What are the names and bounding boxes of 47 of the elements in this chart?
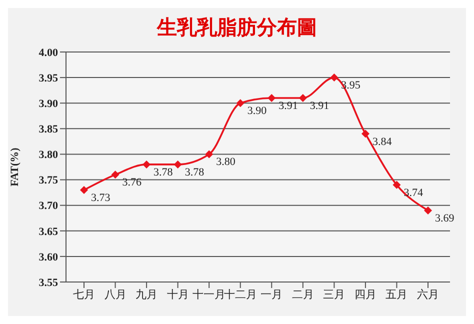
point [205, 150, 214, 158]
point [361, 130, 370, 138]
chart-title: 生乳乳脂肪分布圖 [156, 14, 318, 41]
y-tick-label: 3.95 [38, 72, 58, 84]
x-tick-label: 八月 [104, 288, 126, 301]
y-tick-label: 3.65 [38, 226, 58, 238]
data-label: 3.90 [247, 105, 268, 118]
data-label: 3.78 [154, 166, 174, 178]
y-tick-label: 3.80 [38, 149, 58, 162]
point [174, 160, 182, 168]
y-axis-title: FAT(%) [8, 147, 21, 186]
y-tick-label: 4.00 [38, 46, 58, 59]
point [80, 186, 88, 194]
x-tick-label: 六月 [417, 288, 439, 301]
data-label: 3.74 [404, 186, 424, 199]
point [142, 160, 151, 168]
x-tick-label: 十二月 [224, 288, 257, 301]
y-tick-label: 3.85 [38, 124, 58, 136]
y-tick-label: 3.70 [38, 200, 58, 212]
x-tick-label: 七月 [73, 288, 95, 301]
point [111, 170, 120, 179]
y-tick-label: 3.90 [38, 98, 58, 110]
y-tick-label: 3.55 [38, 276, 58, 289]
point [236, 99, 244, 108]
point [392, 180, 401, 189]
data-label: 3.78 [184, 166, 205, 178]
data-label: 3.80 [216, 156, 236, 168]
point [268, 94, 276, 102]
y-tick-label: 3.60 [38, 251, 58, 264]
x-tick-label: 十月 [166, 288, 189, 301]
x-tick-label: 四月 [354, 288, 376, 301]
x-tick-label: 九月 [136, 288, 158, 301]
x-tick-label: 一月 [260, 288, 283, 301]
data-label: 3.84 [372, 136, 392, 148]
point [298, 94, 307, 102]
x-tick-label: 五月 [386, 288, 408, 301]
data-label: 3.69 [435, 212, 455, 224]
data-label: 3.91 [278, 100, 298, 112]
x-tick-label: 十一月 [192, 288, 226, 301]
data-label: 3.76 [122, 176, 142, 189]
point [330, 74, 338, 82]
data-label: 3.73 [91, 192, 111, 204]
x-tick-label: 二月 [292, 288, 314, 301]
data-label: 3.91 [310, 100, 330, 112]
y-tick-label: 3.75 [38, 174, 58, 187]
point [424, 206, 432, 214]
x-tick-label: 三月 [323, 288, 346, 301]
